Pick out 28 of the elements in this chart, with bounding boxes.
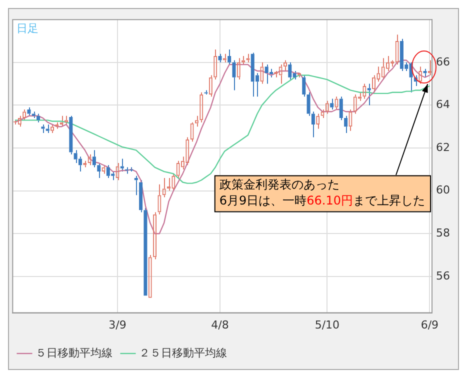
y-tick-label: 60 (436, 184, 450, 197)
y-tick-label: 66 (436, 55, 450, 68)
x-tick-label: 4/8 (211, 318, 229, 332)
candlestick (339, 96, 343, 121)
y-tick-label: 64 (436, 98, 450, 112)
candlestick (228, 49, 232, 66)
candlestick (134, 175, 138, 196)
x-tick-label: 5/10 (314, 318, 340, 332)
candlestick (46, 124, 50, 134)
candlestick (120, 158, 124, 172)
candlestick (41, 124, 45, 134)
candlestick (367, 83, 371, 106)
candlestick (69, 115, 73, 155)
y-tick-label: 56 (436, 269, 450, 282)
candlestick (344, 115, 348, 134)
x-tick-label: 3/9 (108, 318, 126, 332)
annotation: 政策金利発表のあった 6月9日は、一時66.10円まで上昇した (219, 177, 426, 208)
y-tick-label: 58 (436, 226, 450, 240)
candlestick (92, 150, 96, 168)
y-tick-label: 62 (436, 140, 450, 154)
candlestick (204, 90, 208, 96)
chart-title: 日足 (16, 22, 39, 35)
candlestick (330, 98, 334, 110)
legend-label: ５日移動平均線 (36, 346, 112, 360)
legend-label: ２５日移動平均線 (139, 346, 227, 360)
x-tick-label: 6/9 (420, 318, 439, 332)
candlestick (218, 53, 222, 63)
candlestick (232, 60, 236, 91)
